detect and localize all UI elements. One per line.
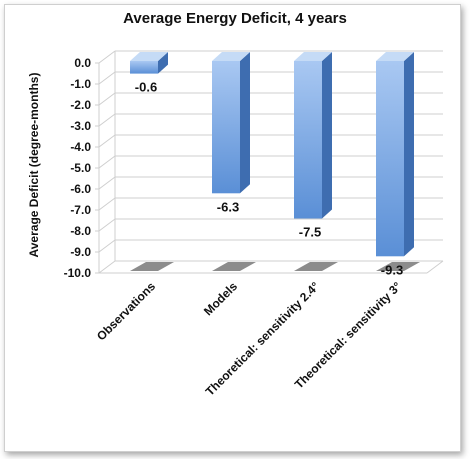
bar-top [294,52,332,61]
x-tick-label: Observations [94,279,158,343]
bar-side [322,52,332,219]
y-tick-label: -3.0 [70,119,91,133]
y-tick-label: -4.0 [70,140,91,154]
data-label: -9.3 [381,262,403,277]
gridlines [95,50,444,274]
bar-floor-shadow [294,262,338,271]
y-tick-label: -9.0 [70,245,91,259]
bars [130,52,420,271]
chart-title: Average Energy Deficit, 4 years [123,10,347,27]
bar-front [294,61,322,219]
gridline-depth [98,155,116,169]
gridline-depth [98,92,116,106]
chart-canvas: Average Energy Deficit, 4 years 0.0 -1.0 -… [27,10,444,399]
bar-floor-shadow [130,262,174,271]
y-tick-label: -7.0 [70,203,91,217]
bar-top [376,52,414,61]
gridline-depth [98,239,116,253]
gridline-depth [98,260,116,274]
y-axis-ticks: 0.0 -1.0 -2.0 -3.0 -4.0 -5.0 -6.0 -7.0 -8.0 -9.0 -… [64,56,92,280]
data-label: -0.6 [135,80,157,95]
bar-side [404,52,414,257]
bar-top [212,52,250,61]
bar-floor-shadow [376,262,420,271]
y-tick-label: -8.0 [70,224,91,238]
bar-side [240,52,250,194]
gridline-depth [98,197,116,211]
y-tick-label: -1.0 [70,77,91,91]
bar-floor-shadow [212,262,256,271]
data-labels: -0.6 -6.3 -7.5 -9.3 [135,80,403,278]
y-tick-label: -10.0 [64,266,92,280]
gridline-depth [98,50,116,64]
gridline-depth [98,71,116,85]
y-tick-label: -2.0 [70,98,91,112]
bar-front [130,61,158,74]
bar-top [130,52,168,61]
bar-front [212,61,240,194]
gridline-depth [98,218,116,232]
gridline-depth [98,134,116,148]
y-tick-label: 0.0 [74,56,91,70]
gridline-depth [98,176,116,190]
bar-side [158,52,168,74]
bar-front [376,61,404,257]
chart-frame: Average Energy Deficit, 4 years 0.0 -1.0 -… [4,4,461,452]
y-tick-label: -5.0 [70,161,91,175]
y-tick-label: -6.0 [70,182,91,196]
x-tick-label: Models [201,279,240,318]
y-axis-label: Average Deficit (degree-months) [27,73,41,258]
data-label: -7.5 [299,225,321,240]
data-label: -6.3 [217,199,239,214]
floor-right-line [426,260,444,274]
gridline-depth [98,113,116,127]
